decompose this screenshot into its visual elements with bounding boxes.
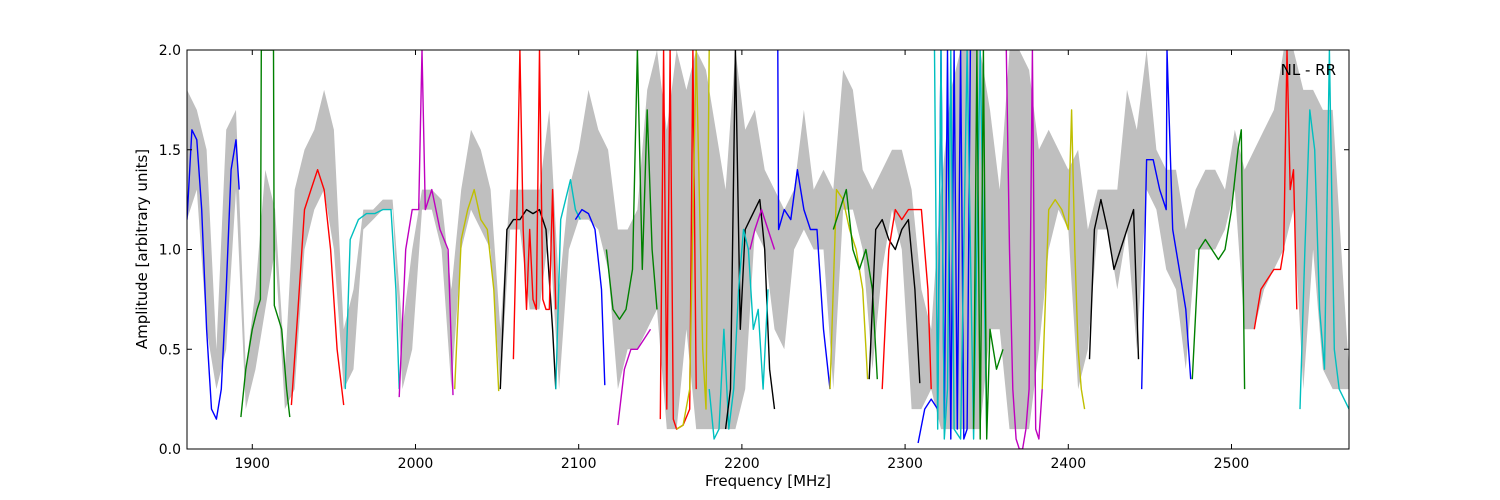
series-line-12 — [617, 328, 652, 426]
series-line-21 — [832, 188, 878, 380]
y-tick-label: 0.5 — [159, 342, 181, 358]
series-line-13 — [659, 50, 697, 430]
x-tick-label: 2500 — [1214, 456, 1250, 472]
series-line-33 — [1299, 50, 1349, 410]
y-tick-label: 2.0 — [159, 43, 181, 59]
series-line-14 — [676, 50, 710, 430]
series-line-31 — [1191, 129, 1246, 390]
envelope-layer — [187, 50, 1349, 430]
x-axis-label: Frequency [MHz] — [705, 472, 831, 490]
series-layer — [187, 50, 1349, 449]
panel-annotation: NL - RR — [1281, 61, 1336, 79]
series-line-17 — [737, 228, 769, 390]
series-line-6 — [454, 188, 500, 392]
x-tick-label: 2200 — [724, 456, 760, 472]
x-tick-label: 2400 — [1050, 456, 1086, 472]
series-line-23 — [881, 208, 932, 390]
series-line-32 — [1253, 50, 1298, 330]
y-axis-label: Amplitude [arbitrary units] — [133, 149, 151, 349]
series-line-3 — [290, 168, 345, 406]
x-tick-label: 2000 — [398, 456, 434, 472]
series-line-27 — [1005, 50, 1043, 449]
series-line-20 — [829, 188, 869, 390]
x-tick-label: 2100 — [561, 456, 597, 472]
series-line-2 — [240, 50, 291, 418]
series-line-28 — [1041, 109, 1086, 410]
y-tick-label: 1.0 — [159, 243, 181, 259]
envelope-band — [187, 50, 1349, 430]
y-tick-label: 0.0 — [159, 442, 181, 458]
series-line-4 — [344, 208, 400, 390]
y-axis: 0.0 0.5 1.0 1.5 2.0 — [159, 43, 1349, 458]
series-line-7 — [499, 208, 557, 390]
series-line-10 — [574, 208, 606, 386]
series-line-8 — [512, 50, 557, 360]
series-line-5 — [398, 50, 454, 398]
x-tick-label: 2300 — [887, 456, 923, 472]
series-line-1 — [187, 129, 240, 420]
series-line-22 — [868, 218, 921, 384]
series-line-19 — [749, 208, 776, 250]
x-axis: 1900 2000 2100 2200 2300 2400 2500 — [234, 50, 1249, 472]
series-line-29 — [1088, 198, 1140, 360]
series-line-16 — [724, 50, 776, 430]
y-tick-label: 1.5 — [159, 143, 181, 159]
series-line-11 — [605, 50, 658, 320]
series-line-26 — [972, 50, 1004, 440]
series-line-9 — [555, 178, 581, 390]
series-line-15 — [708, 289, 740, 440]
x-tick-label: 1900 — [234, 456, 270, 472]
series-line-18 — [777, 50, 831, 390]
series-line-30 — [1141, 50, 1192, 390]
